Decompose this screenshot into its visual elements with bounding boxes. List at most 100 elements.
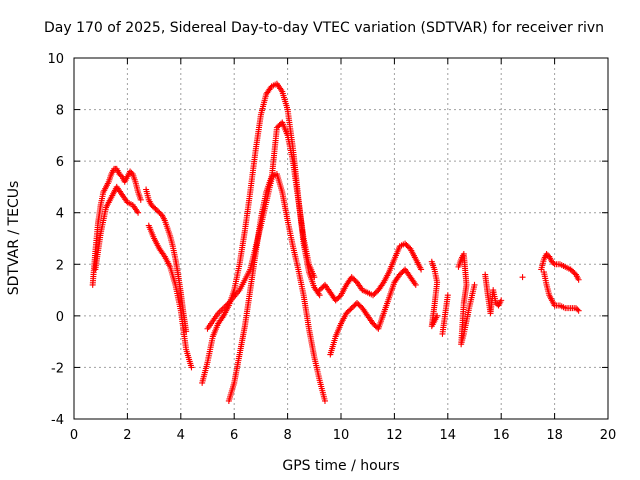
data-point bbox=[354, 299, 361, 306]
x-tick-label: 10 bbox=[333, 428, 350, 443]
series-trace-14 bbox=[519, 274, 526, 281]
data-point bbox=[412, 281, 419, 288]
data-point bbox=[343, 310, 350, 317]
data-point bbox=[403, 241, 410, 248]
data-point bbox=[398, 270, 405, 277]
x-tick-label: 0 bbox=[70, 428, 78, 443]
data-point bbox=[570, 269, 577, 276]
data-point bbox=[355, 301, 362, 308]
series-trace-12 bbox=[455, 250, 478, 348]
data-point bbox=[351, 276, 358, 283]
data-point bbox=[548, 258, 555, 265]
data-point bbox=[444, 292, 451, 299]
series-trace-5 bbox=[199, 80, 323, 386]
x-tick-label: 20 bbox=[600, 428, 617, 443]
data-point bbox=[371, 290, 378, 297]
data-point bbox=[351, 302, 358, 309]
data-point bbox=[498, 297, 505, 304]
data-point bbox=[149, 203, 156, 210]
data-point bbox=[574, 306, 581, 313]
data-point bbox=[273, 124, 280, 131]
x-tick-label: 18 bbox=[546, 428, 563, 443]
series-trace-4 bbox=[145, 222, 195, 371]
series-trace-6 bbox=[204, 119, 318, 332]
data-point bbox=[575, 307, 582, 314]
data-point bbox=[151, 204, 158, 211]
x-tick-label: 6 bbox=[230, 428, 238, 443]
x-tick-label: 8 bbox=[283, 428, 291, 443]
data-point bbox=[348, 274, 355, 281]
series-trace-9 bbox=[327, 266, 419, 358]
y-tick-label: -2 bbox=[51, 361, 64, 376]
data-point bbox=[572, 305, 579, 312]
data-point bbox=[157, 211, 164, 218]
data-point bbox=[519, 274, 526, 281]
x-tick-label: 4 bbox=[177, 428, 185, 443]
data-point bbox=[332, 297, 339, 304]
data-point bbox=[544, 252, 551, 259]
data-point bbox=[404, 243, 411, 250]
data-point bbox=[372, 323, 379, 330]
data-point bbox=[348, 305, 355, 312]
y-axis-label: SDTVAR / TECUs bbox=[6, 181, 22, 296]
data-markers bbox=[89, 80, 582, 404]
series-trace-7 bbox=[225, 171, 328, 404]
data-point bbox=[370, 292, 377, 299]
data-point bbox=[321, 397, 328, 404]
data-point bbox=[156, 209, 163, 216]
data-point bbox=[137, 196, 144, 203]
series-trace-15 bbox=[538, 250, 582, 283]
data-point bbox=[188, 364, 195, 371]
data-point bbox=[567, 266, 574, 273]
x-tick-label: 16 bbox=[493, 428, 510, 443]
data-point bbox=[316, 292, 323, 299]
data-point bbox=[346, 307, 353, 314]
y-tick-label: -4 bbox=[51, 413, 64, 428]
series-trace-2 bbox=[92, 183, 142, 273]
y-tick-label: 6 bbox=[56, 155, 64, 170]
data-point bbox=[434, 312, 441, 319]
data-point bbox=[127, 168, 134, 175]
data-point bbox=[152, 205, 159, 212]
data-point bbox=[396, 271, 403, 278]
data-point bbox=[402, 240, 409, 247]
y-tick-label: 4 bbox=[56, 207, 64, 222]
data-point bbox=[117, 172, 124, 179]
y-tick-label: 0 bbox=[56, 310, 64, 325]
data-point bbox=[275, 123, 282, 130]
x-tick-label: 14 bbox=[440, 428, 457, 443]
data-point bbox=[550, 259, 557, 266]
plot-frame bbox=[73, 57, 609, 420]
data-point bbox=[335, 294, 342, 301]
y-tick-label: 10 bbox=[47, 52, 64, 67]
chart-title: Day 170 of 2025, Sidereal Day-to-day VTE… bbox=[44, 20, 604, 36]
grid bbox=[74, 58, 608, 419]
series-trace-1 bbox=[89, 165, 144, 288]
data-point bbox=[344, 308, 351, 315]
series-trace-10 bbox=[428, 258, 441, 330]
data-point bbox=[568, 267, 575, 274]
data-point bbox=[471, 281, 478, 288]
data-point bbox=[153, 207, 160, 214]
data-point bbox=[370, 320, 377, 327]
y-tick-label: 2 bbox=[56, 258, 64, 273]
data-point bbox=[372, 289, 379, 296]
data-point bbox=[356, 302, 363, 309]
data-point bbox=[406, 244, 413, 251]
data-point bbox=[316, 287, 323, 294]
data-point bbox=[311, 274, 318, 281]
x-tick-label: 2 bbox=[123, 428, 131, 443]
series-trace-13 bbox=[482, 271, 505, 317]
data-point bbox=[371, 321, 378, 328]
data-point bbox=[317, 285, 324, 292]
y-tick-label: 8 bbox=[56, 104, 64, 119]
data-point bbox=[492, 299, 499, 306]
data-point bbox=[128, 169, 135, 176]
axis-ticks: 0 2 4 6 8 10 12 14 16 18 20 -4 -2 0 2 4 6 8 10 bbox=[47, 52, 616, 443]
data-point bbox=[116, 171, 123, 178]
x-axis-label: GPS time / hours bbox=[282, 458, 399, 474]
data-point bbox=[347, 306, 354, 313]
data-point bbox=[333, 296, 340, 303]
data-point bbox=[418, 266, 425, 273]
